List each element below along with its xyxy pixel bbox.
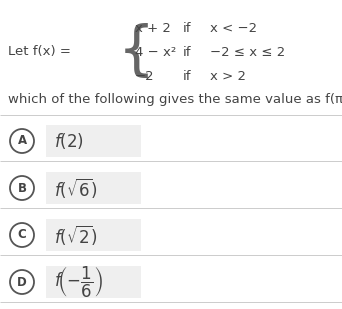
Text: x > 2: x > 2 xyxy=(210,70,246,83)
FancyBboxPatch shape xyxy=(46,125,141,157)
Text: B: B xyxy=(17,181,26,194)
Text: Let f(x) =: Let f(x) = xyxy=(8,45,71,58)
Text: if: if xyxy=(183,22,192,35)
Text: $f\!\left(-\dfrac{1}{6}\right)$: $f\!\left(-\dfrac{1}{6}\right)$ xyxy=(54,265,103,300)
Text: −2: −2 xyxy=(135,70,155,83)
Text: if: if xyxy=(183,70,192,83)
Text: $f(2)$: $f(2)$ xyxy=(54,131,84,151)
Text: $f(\sqrt{2})$: $f(\sqrt{2})$ xyxy=(54,223,98,247)
Text: {: { xyxy=(118,23,155,81)
Text: 4 − x²: 4 − x² xyxy=(135,45,176,58)
Text: D: D xyxy=(17,276,27,289)
Text: C: C xyxy=(18,228,26,242)
FancyBboxPatch shape xyxy=(46,172,141,204)
Text: A: A xyxy=(17,134,27,147)
FancyBboxPatch shape xyxy=(46,266,141,298)
FancyBboxPatch shape xyxy=(46,219,141,251)
Text: x + 2: x + 2 xyxy=(135,22,171,35)
Text: −2 ≤ x ≤ 2: −2 ≤ x ≤ 2 xyxy=(210,45,285,58)
Text: if: if xyxy=(183,45,192,58)
Text: $f(\sqrt{6})$: $f(\sqrt{6})$ xyxy=(54,176,98,200)
Text: x < −2: x < −2 xyxy=(210,22,257,35)
Text: which of the following gives the same value as f(π)?: which of the following gives the same va… xyxy=(8,94,342,107)
